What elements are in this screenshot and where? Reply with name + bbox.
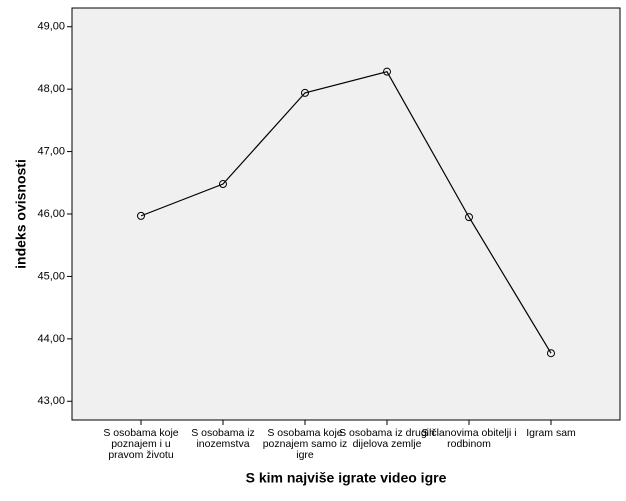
point [137, 211, 145, 220]
y-tick-label: 45,00 [37, 270, 65, 282]
plot-area [71, 7, 621, 421]
point [383, 67, 391, 76]
x-tick-label: S osobama iz inozemstva [191, 427, 255, 450]
y-axis-title: indeks ovisnosti [13, 159, 29, 269]
point [465, 213, 473, 222]
y-tick-label: 46,00 [37, 208, 65, 220]
y-tick-label: 47,00 [37, 145, 65, 157]
y-tick-label: 49,00 [37, 21, 65, 33]
y-tick-label: 43,00 [37, 395, 65, 407]
x-axis-title: S kim najviše igrate video igre [246, 470, 447, 486]
x-tick-label: S članovima obitelji i rodbinom [421, 427, 517, 450]
x-tick-label: S osobama koje poznajem samo iz igre [262, 427, 348, 461]
point [301, 88, 309, 97]
point [219, 180, 227, 189]
x-tick-label: S osobama koje poznajem i u pravom život… [103, 427, 179, 461]
y-tick-label: 44,00 [37, 333, 65, 345]
point [547, 349, 555, 358]
line [140, 70, 552, 354]
x-tick-label: S osobama iz drugih dijelova zemlje [339, 427, 435, 450]
y-tick-label: 48,00 [37, 83, 65, 95]
x-tick-label: Igram sam [526, 427, 576, 439]
